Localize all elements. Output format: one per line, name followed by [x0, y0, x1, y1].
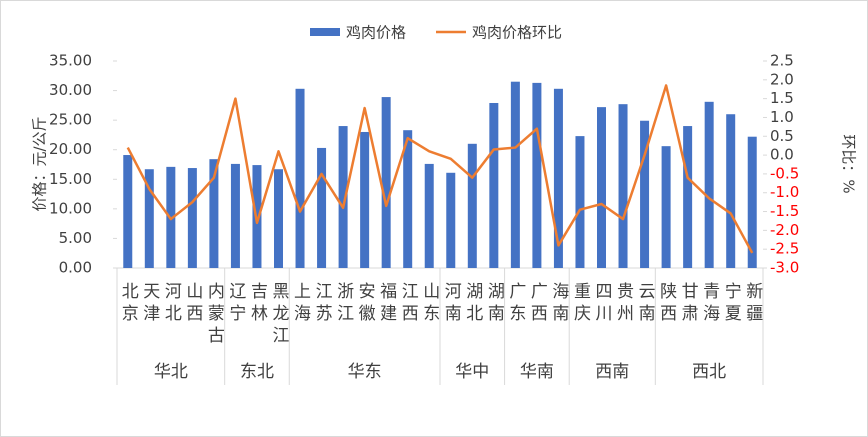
y-tick-label: 5.00 [59, 229, 92, 247]
bar [446, 172, 456, 268]
x-tick-label: 山西 [182, 282, 202, 326]
x-tick-label: 安徽 [355, 282, 376, 326]
y2-axis-title: 环比：% [840, 134, 858, 193]
y-tick-label: 30.00 [49, 81, 92, 99]
bar [467, 143, 477, 268]
y-axis-title: 价格：元/公斤 [31, 116, 49, 211]
y-tick-label: 10.00 [49, 199, 92, 217]
line [126, 84, 754, 254]
bar [230, 163, 240, 268]
x-tick-label: 浙江 [333, 282, 354, 326]
y2-tick-label: 2.5 [770, 52, 794, 70]
group-label: 西南 [595, 362, 629, 382]
x-tick-label: 青海 [699, 282, 720, 326]
group-label: 华中 [455, 362, 489, 382]
group-label: 西北 [692, 362, 726, 382]
legend-label: 鸡肉价格环比 [472, 24, 562, 42]
legend-swatch [310, 28, 340, 36]
x-tick-label: 云南 [635, 282, 656, 326]
x-tick-label: 辽宁 [225, 282, 246, 326]
bar [747, 136, 757, 268]
y2-tick-label: -1.5 [770, 202, 799, 220]
bar [661, 146, 671, 268]
bar [704, 101, 714, 269]
bar [317, 147, 327, 268]
y2-tick-label: 0.5 [770, 127, 794, 145]
y2-tick-label: 2.0 [770, 70, 794, 88]
y2-tick-label: -0.5 [770, 164, 799, 182]
y-tick-label: 0.00 [59, 259, 92, 277]
x-tick-label: 河北 [161, 282, 182, 326]
x-tick-label: 宁夏 [721, 282, 742, 326]
bar [403, 130, 413, 268]
x-tick-label: 上海 [290, 282, 311, 326]
x-tick-label: 山东 [419, 282, 439, 326]
bar [424, 163, 434, 268]
x-tick-label: 海南 [548, 282, 569, 326]
bar [618, 104, 628, 268]
y-tick-label: 20.00 [49, 140, 92, 158]
x-tick-label: 黑龙江 [269, 282, 290, 348]
bar [640, 120, 650, 268]
y2-tick-label: -3.0 [770, 259, 799, 277]
bar [532, 82, 542, 268]
y-tick-label: 15.00 [49, 170, 92, 188]
bar [597, 107, 606, 268]
x-tick-label: 贵州 [613, 282, 634, 326]
x-tick-label: 甘肃 [678, 282, 699, 326]
y2-tick-label: 1.5 [770, 89, 794, 107]
y2-tick-label: -2.5 [770, 240, 799, 258]
x-tick-label: 内蒙古 [204, 282, 225, 348]
x-tick-label: 广西 [527, 282, 548, 326]
bar [575, 136, 585, 268]
y2-tick-label: 0.0 [770, 146, 794, 164]
bar [295, 88, 305, 268]
x-tick-label: 重庆 [570, 282, 591, 326]
group-label: 东北 [240, 362, 274, 382]
x-tick-label: 福建 [376, 282, 397, 326]
bar [274, 169, 283, 268]
x-tick-label: 四川 [592, 282, 613, 326]
bar [187, 168, 197, 268]
group-label: 华东 [348, 362, 382, 382]
bar [360, 131, 370, 268]
bar [510, 81, 520, 268]
bar [144, 169, 154, 268]
bar [123, 155, 133, 268]
x-tick-label: 湖北 [462, 282, 483, 326]
x-tick-label: 河南 [441, 282, 462, 326]
y-tick-label: 35.00 [49, 52, 92, 70]
bar [209, 159, 219, 268]
x-tick-label: 新疆 [742, 282, 763, 326]
x-tick-label: 天津 [139, 282, 160, 326]
x-tick-label: 陕西 [656, 282, 676, 326]
y2-tick-label: -1.0 [770, 183, 799, 201]
bar [381, 97, 391, 268]
x-tick-label: 北京 [118, 282, 138, 326]
x-tick-label: 江西 [398, 282, 419, 326]
bar [489, 102, 499, 269]
bar [338, 126, 348, 268]
legend-label: 鸡肉价格 [346, 24, 406, 42]
y-tick-label: 25.00 [49, 111, 92, 129]
bar [683, 126, 693, 268]
x-tick-label: 江苏 [312, 282, 333, 326]
group-label: 华北 [154, 362, 188, 382]
x-tick-label: 湖南 [484, 282, 505, 326]
x-tick-label: 吉林 [247, 282, 268, 326]
bar [726, 114, 736, 268]
y2-tick-label: 1.0 [770, 108, 794, 126]
group-label: 华南 [520, 362, 554, 382]
x-tick-label: 广东 [505, 282, 526, 326]
bar [553, 88, 563, 268]
y2-tick-label: -2.0 [770, 221, 799, 239]
